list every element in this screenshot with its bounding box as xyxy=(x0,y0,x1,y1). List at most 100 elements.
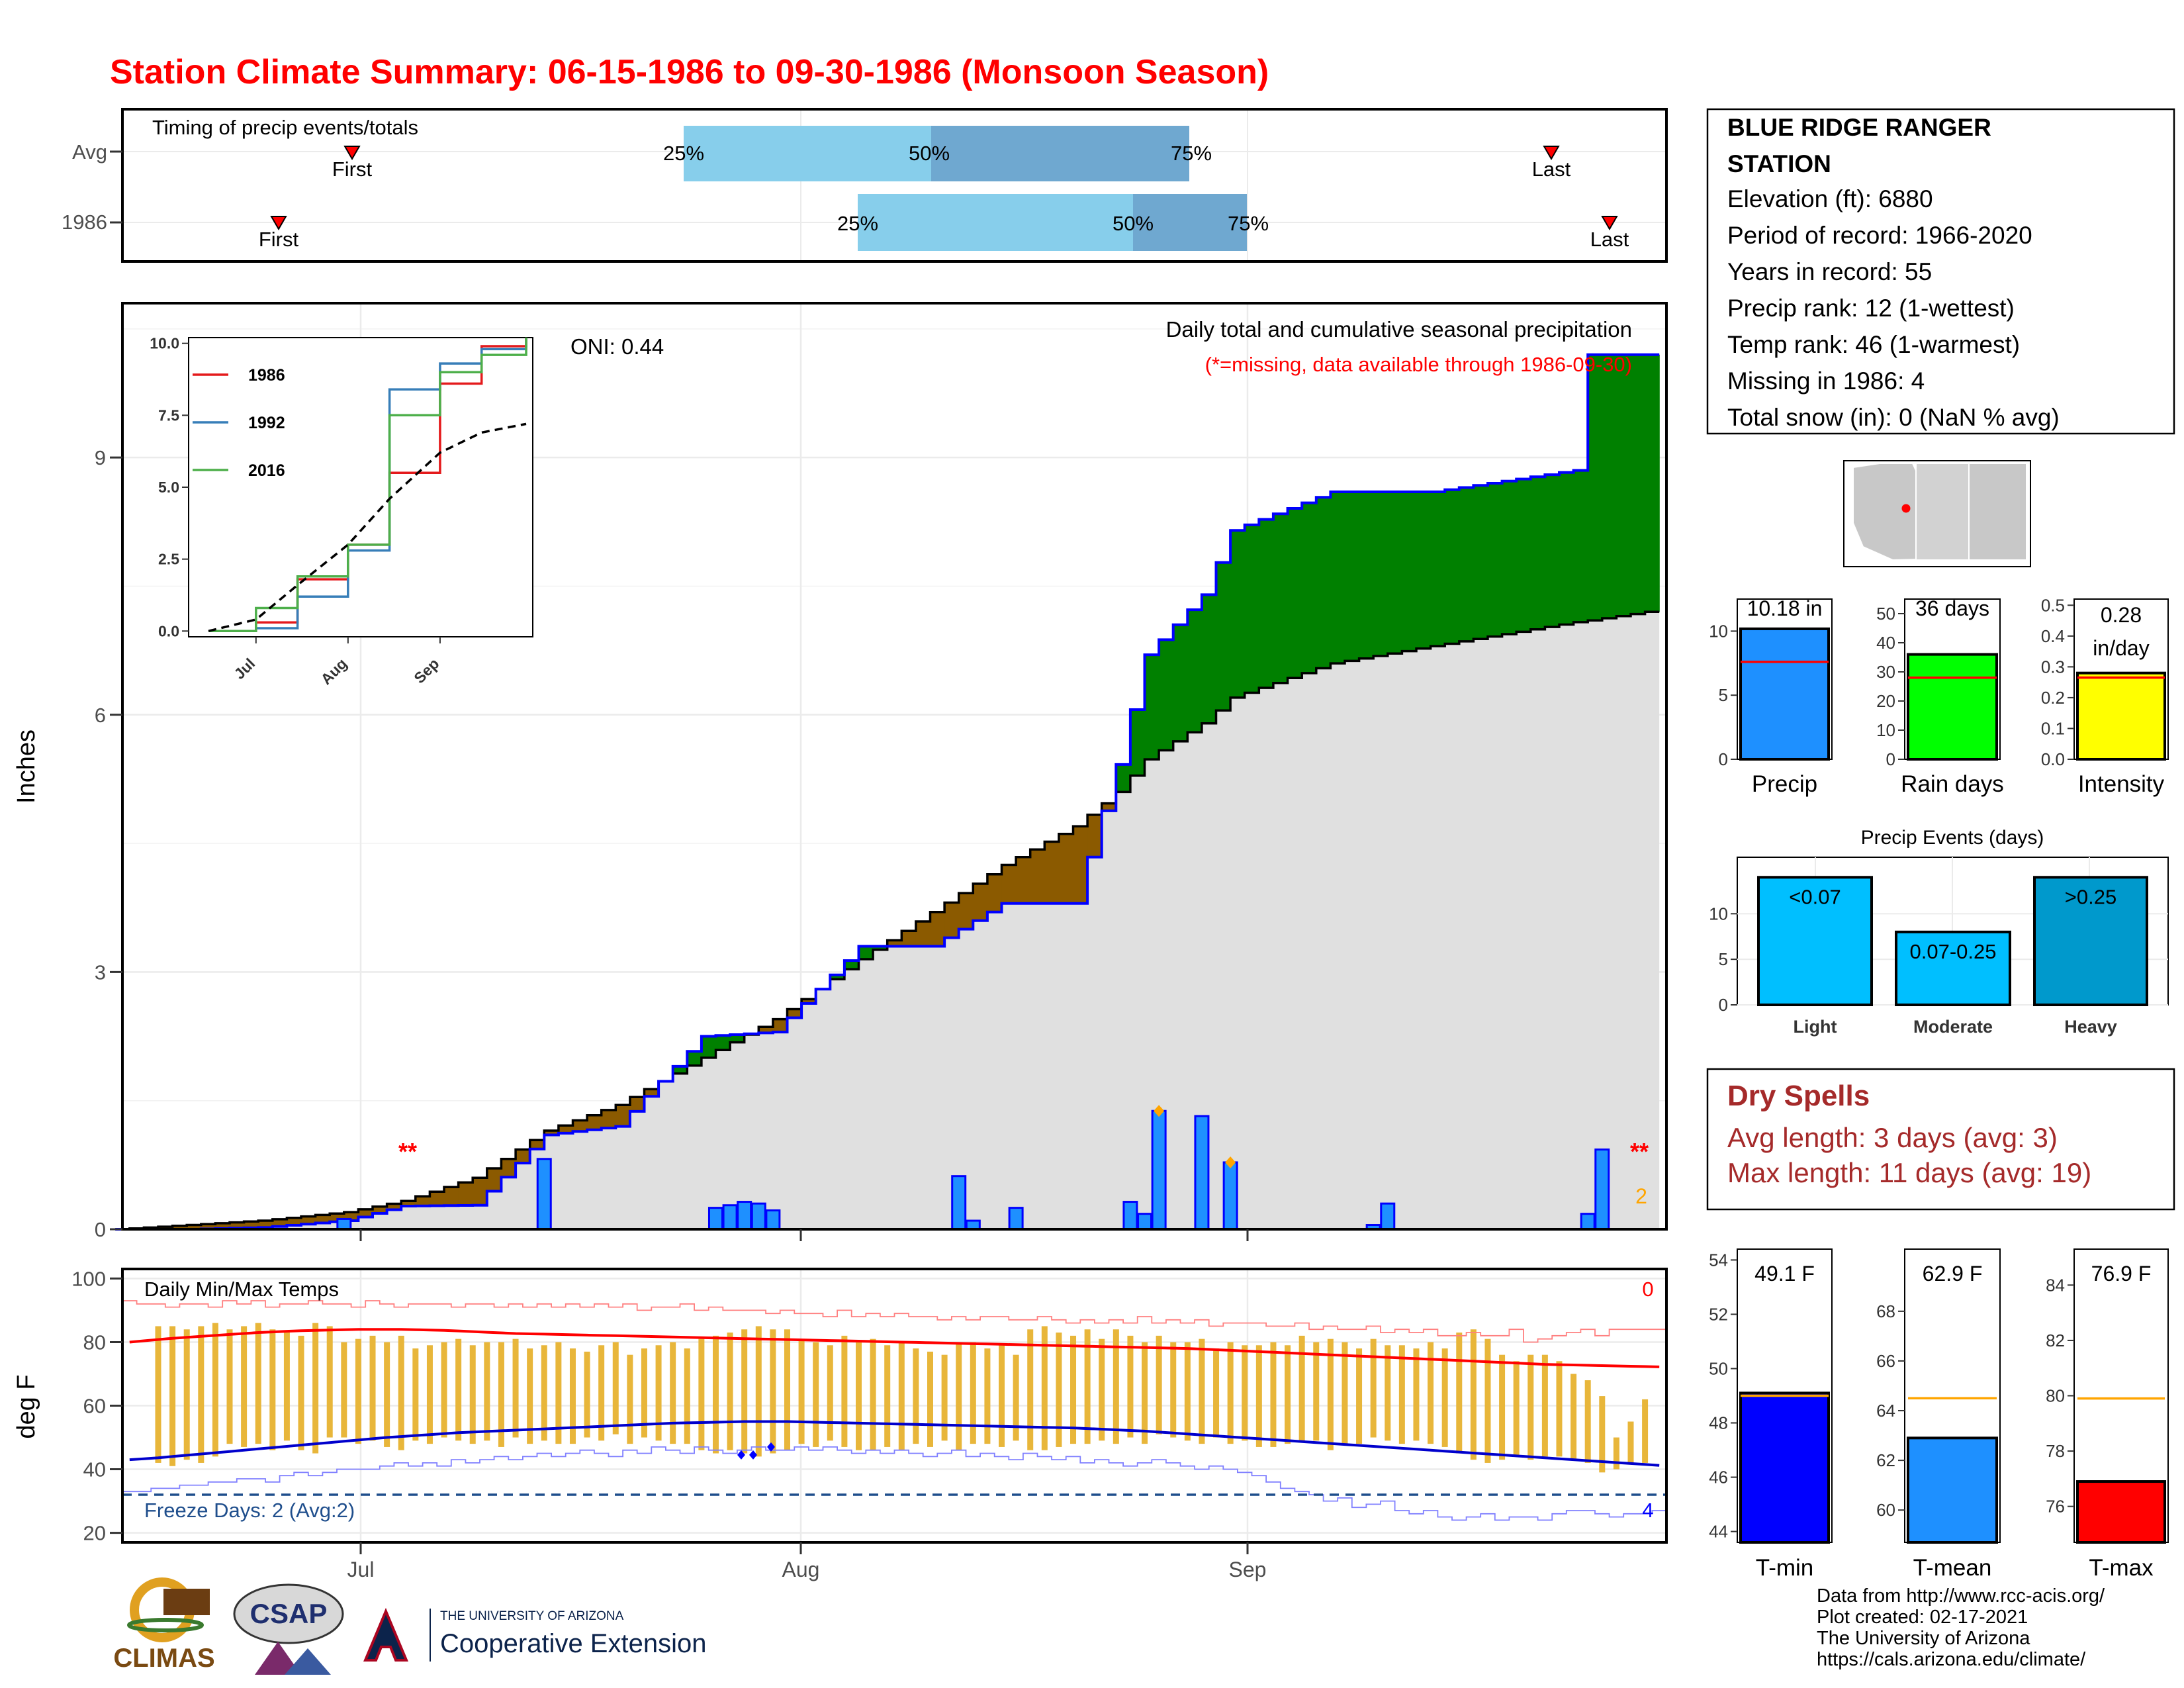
precip-surplus-segment xyxy=(1230,530,1246,698)
daily-temp-range-bar xyxy=(355,1338,361,1444)
timing-avg-p25: 25% xyxy=(663,142,704,165)
daily-temp-range-bar xyxy=(727,1333,733,1450)
precip-deficit-segment xyxy=(1101,803,1116,811)
daily-precip-bar xyxy=(751,1202,766,1231)
daily-temp-range-bar xyxy=(183,1329,190,1460)
summary-bar-tick-label: 0 xyxy=(1719,749,1728,769)
daily-temp-range-bar xyxy=(898,1342,905,1450)
station-temp-rank: Temp rank: 46 (1-warmest) xyxy=(1727,331,2020,358)
daily-temp-range-bar xyxy=(1184,1342,1191,1441)
inset-legend-label: 2016 xyxy=(248,461,285,480)
daily-temp-range-bar xyxy=(770,1329,776,1454)
daily-temp-range-bar xyxy=(198,1326,205,1463)
precip-deficit-segment xyxy=(258,1221,273,1228)
daily-temp-range-bar xyxy=(298,1335,304,1450)
precip-deficit-segment xyxy=(601,1109,616,1129)
timing-1986-first-marker xyxy=(270,216,287,230)
daily-precip-bar xyxy=(1594,1149,1610,1231)
precip-surplus-segment xyxy=(844,961,860,970)
precip-event-label: Moderate xyxy=(1913,1017,1993,1037)
daily-temp-range-bar xyxy=(598,1345,605,1441)
precip-deficit-segment xyxy=(587,1115,602,1130)
daily-temp-range-bar xyxy=(999,1345,1005,1447)
precip-deficit-segment xyxy=(301,1216,316,1225)
precip-surplus-segment xyxy=(873,946,888,950)
daily-temp-range-bar xyxy=(1027,1329,1034,1450)
precip-deficit-segment xyxy=(215,1223,230,1229)
summary-bar-value-unit: in/day xyxy=(2093,636,2149,660)
temp-summary-tick-label: 44 xyxy=(1709,1522,1728,1542)
precip-y-tick-label: 0 xyxy=(95,1218,106,1241)
daily-precip-bar xyxy=(1580,1213,1596,1231)
precip-surplus-segment xyxy=(1187,610,1203,733)
temp-summary-tick-label: 84 xyxy=(2046,1275,2065,1295)
climas-logo-block xyxy=(163,1589,210,1615)
summary-bar-tick-label: 50 xyxy=(1876,604,1895,624)
precip-event-bar-heavy xyxy=(2033,876,2148,1006)
temp-summary-label: T-min xyxy=(1756,1555,1814,1581)
csap-logo-text: CSAP xyxy=(250,1598,328,1629)
precip-deficit-segment xyxy=(973,883,988,921)
precip-surplus-segment xyxy=(1516,479,1531,632)
record-max-temp-line xyxy=(122,1300,1666,1343)
summary-bar-tick-label: 0.5 xyxy=(2041,595,2065,615)
events-tick-label: 0 xyxy=(1719,995,1728,1015)
summary-bar-tick-label: 5 xyxy=(1719,685,1728,705)
daily-temp-range-bar xyxy=(1156,1335,1162,1434)
daily-temp-range-bar xyxy=(1013,1354,1019,1441)
precip-deficit-segment xyxy=(930,912,945,947)
daily-precip-bar xyxy=(951,1175,967,1231)
daily-precip-bar xyxy=(1137,1213,1153,1231)
footer-line3: The University of Arizona xyxy=(1817,1628,2030,1649)
summary-bar-tick-label: 30 xyxy=(1876,662,1895,682)
summary-bar-tick-label: 0.4 xyxy=(2041,626,2065,646)
temp-y-axis-label: deg F xyxy=(13,1374,40,1438)
station-snow: Total snow (in): 0 (NaN % avg) xyxy=(1727,404,2060,431)
inset-legend-label: 1986 xyxy=(248,366,285,385)
temp-summary-tick-label: 78 xyxy=(2046,1441,2065,1461)
precip-surplus-segment xyxy=(1402,491,1417,651)
temp-y-tick-label: 80 xyxy=(83,1331,106,1354)
precip-surplus-segment xyxy=(830,974,845,980)
precip-subtitle: Daily total and cumulative seasonal prec… xyxy=(1166,317,1632,342)
daily-precip-bar xyxy=(1122,1201,1138,1231)
average-min-temp-line xyxy=(129,1420,1660,1467)
precip-surplus-segment xyxy=(1645,354,1660,612)
temp-x-tick-label: Jul xyxy=(347,1558,375,1581)
temp-summary-label: T-max xyxy=(2089,1555,2154,1581)
timing-avg-last-marker xyxy=(1543,146,1560,160)
summary-bar-tick-label: 0 xyxy=(1886,749,1895,769)
daily-temp-range-bar xyxy=(555,1342,562,1444)
daily-temp-range-bar xyxy=(1170,1342,1177,1438)
record-high-count: 0 xyxy=(1642,1278,1653,1301)
temp-summary-value: 76.9 F xyxy=(2091,1262,2152,1286)
ua-logo-small-text: THE UNIVERSITY OF ARIZONA xyxy=(440,1609,624,1623)
timing-bar-avg-25-50 xyxy=(684,126,931,181)
station-info-box xyxy=(1706,108,2175,435)
precip-surplus-segment xyxy=(1473,485,1488,639)
precip-surplus-segment xyxy=(730,1034,745,1043)
inset-y-tick-label: 2.5 xyxy=(158,551,179,568)
daily-temp-range-bar xyxy=(784,1329,790,1450)
precip-marker-diamond xyxy=(1225,1156,1236,1168)
timing-1986-p75: 75% xyxy=(1228,212,1269,235)
temp-title: Daily Min/Max Temps xyxy=(144,1278,339,1301)
timing-bar-1986-25-50 xyxy=(858,194,1133,251)
daily-precip-bar xyxy=(1194,1115,1210,1231)
daily-temp-range-bar xyxy=(870,1338,876,1450)
daily-precip-bar xyxy=(536,1158,552,1231)
missing-marker-left: ** xyxy=(398,1138,417,1165)
daily-temp-range-bar xyxy=(627,1354,633,1444)
precip-deficit-segment xyxy=(801,999,817,1004)
daily-precip-bar xyxy=(737,1201,752,1231)
summary-bar-tick-label: 0.2 xyxy=(2041,688,2065,708)
daily-temp-range-bar xyxy=(1041,1326,1048,1450)
precip-surplus-segment xyxy=(1487,483,1503,637)
summary-bar-label: Intensity xyxy=(2078,771,2165,797)
precip-surplus-segment xyxy=(1130,710,1146,776)
daily-precip-bar xyxy=(1008,1207,1024,1231)
precip-surplus-segment xyxy=(1201,594,1217,724)
temp-summary-value: 62.9 F xyxy=(1923,1262,1983,1286)
daily-temp-range-bar xyxy=(1255,1345,1262,1447)
